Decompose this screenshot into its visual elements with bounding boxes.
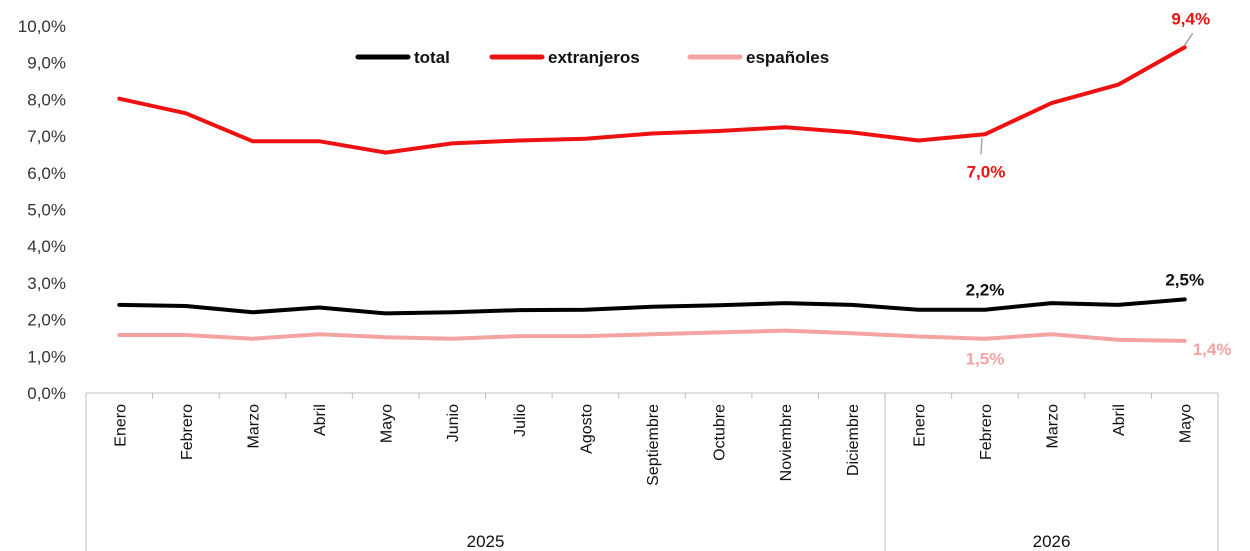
x-tick-label: Marzo (245, 404, 262, 449)
x-tick-label: Enero (112, 404, 129, 447)
series-lines (117, 45, 1187, 343)
y-axis: 0,0% 1,0% 2,0% 3,0% 4,0% 5,0% 6,0% 7,0% 8,0% 9,0%… (18, 17, 66, 403)
x-tick-label: Abril (1111, 404, 1128, 436)
data-label: 2,2% (966, 281, 1005, 300)
x-tick-label: Noviembre (778, 404, 795, 481)
x-tick-label: Marzo (1045, 404, 1062, 449)
data-label: 9,4% (1171, 9, 1210, 28)
x-tick-label: Agosto (578, 404, 595, 454)
year-group-label: 2026 (1033, 532, 1071, 551)
y-tick-label: 10,0% (18, 17, 66, 36)
x-tick-label: Febrero (179, 404, 196, 460)
y-tick-label: 8,0% (27, 90, 66, 109)
y-tick-label: 6,0% (27, 164, 66, 183)
legend-label: total (414, 48, 450, 67)
x-tick-label: Mayo (1178, 404, 1195, 443)
y-tick-label: 5,0% (27, 201, 66, 220)
x-tick-label: Julio (512, 404, 529, 437)
data-label: 2,5% (1165, 270, 1204, 289)
data-label-leader (1184, 32, 1194, 46)
series-line-espanoles (117, 328, 1187, 343)
y-tick-label: 1,0% (27, 347, 66, 366)
y-tick-label: 2,0% (27, 311, 66, 330)
x-tick-label: Diciembre (845, 404, 862, 476)
data-label: 7,0% (967, 162, 1006, 181)
y-tick-label: 9,0% (27, 54, 66, 73)
legend-label: españoles (746, 48, 829, 67)
y-tick-label: 0,0% (27, 384, 66, 403)
series-line-extranjeros (117, 45, 1187, 155)
data-labels: 9,4% 7,0% 2,5% 2,2% 1,4% 1,5% (966, 9, 1232, 368)
x-tick-label: Febrero (978, 404, 995, 460)
x-tick-label: Enero (911, 404, 928, 447)
x-tick-label: Junio (445, 404, 462, 442)
data-label: 1,5% (966, 350, 1005, 369)
legend: total extranjeros españoles (355, 48, 829, 67)
x-tick-label: Septiembre (645, 404, 662, 486)
y-tick-label: 7,0% (27, 127, 66, 146)
x-tick-label: Octubre (712, 404, 729, 461)
x-axis: Enero Febrero Marzo Abril Mayo Junio Julio Agos… (85, 392, 1219, 551)
x-tick-label: Mayo (379, 404, 396, 443)
y-tick-label: 3,0% (27, 274, 66, 293)
data-label-leader (980, 138, 983, 155)
legend-label: extranjeros (548, 48, 640, 67)
series-line-total (117, 297, 1187, 316)
data-label: 1,4% (1193, 340, 1232, 359)
y-tick-label: 4,0% (27, 237, 66, 256)
x-tick-label: Abril (312, 404, 329, 436)
year-group-label: 2025 (467, 532, 505, 551)
